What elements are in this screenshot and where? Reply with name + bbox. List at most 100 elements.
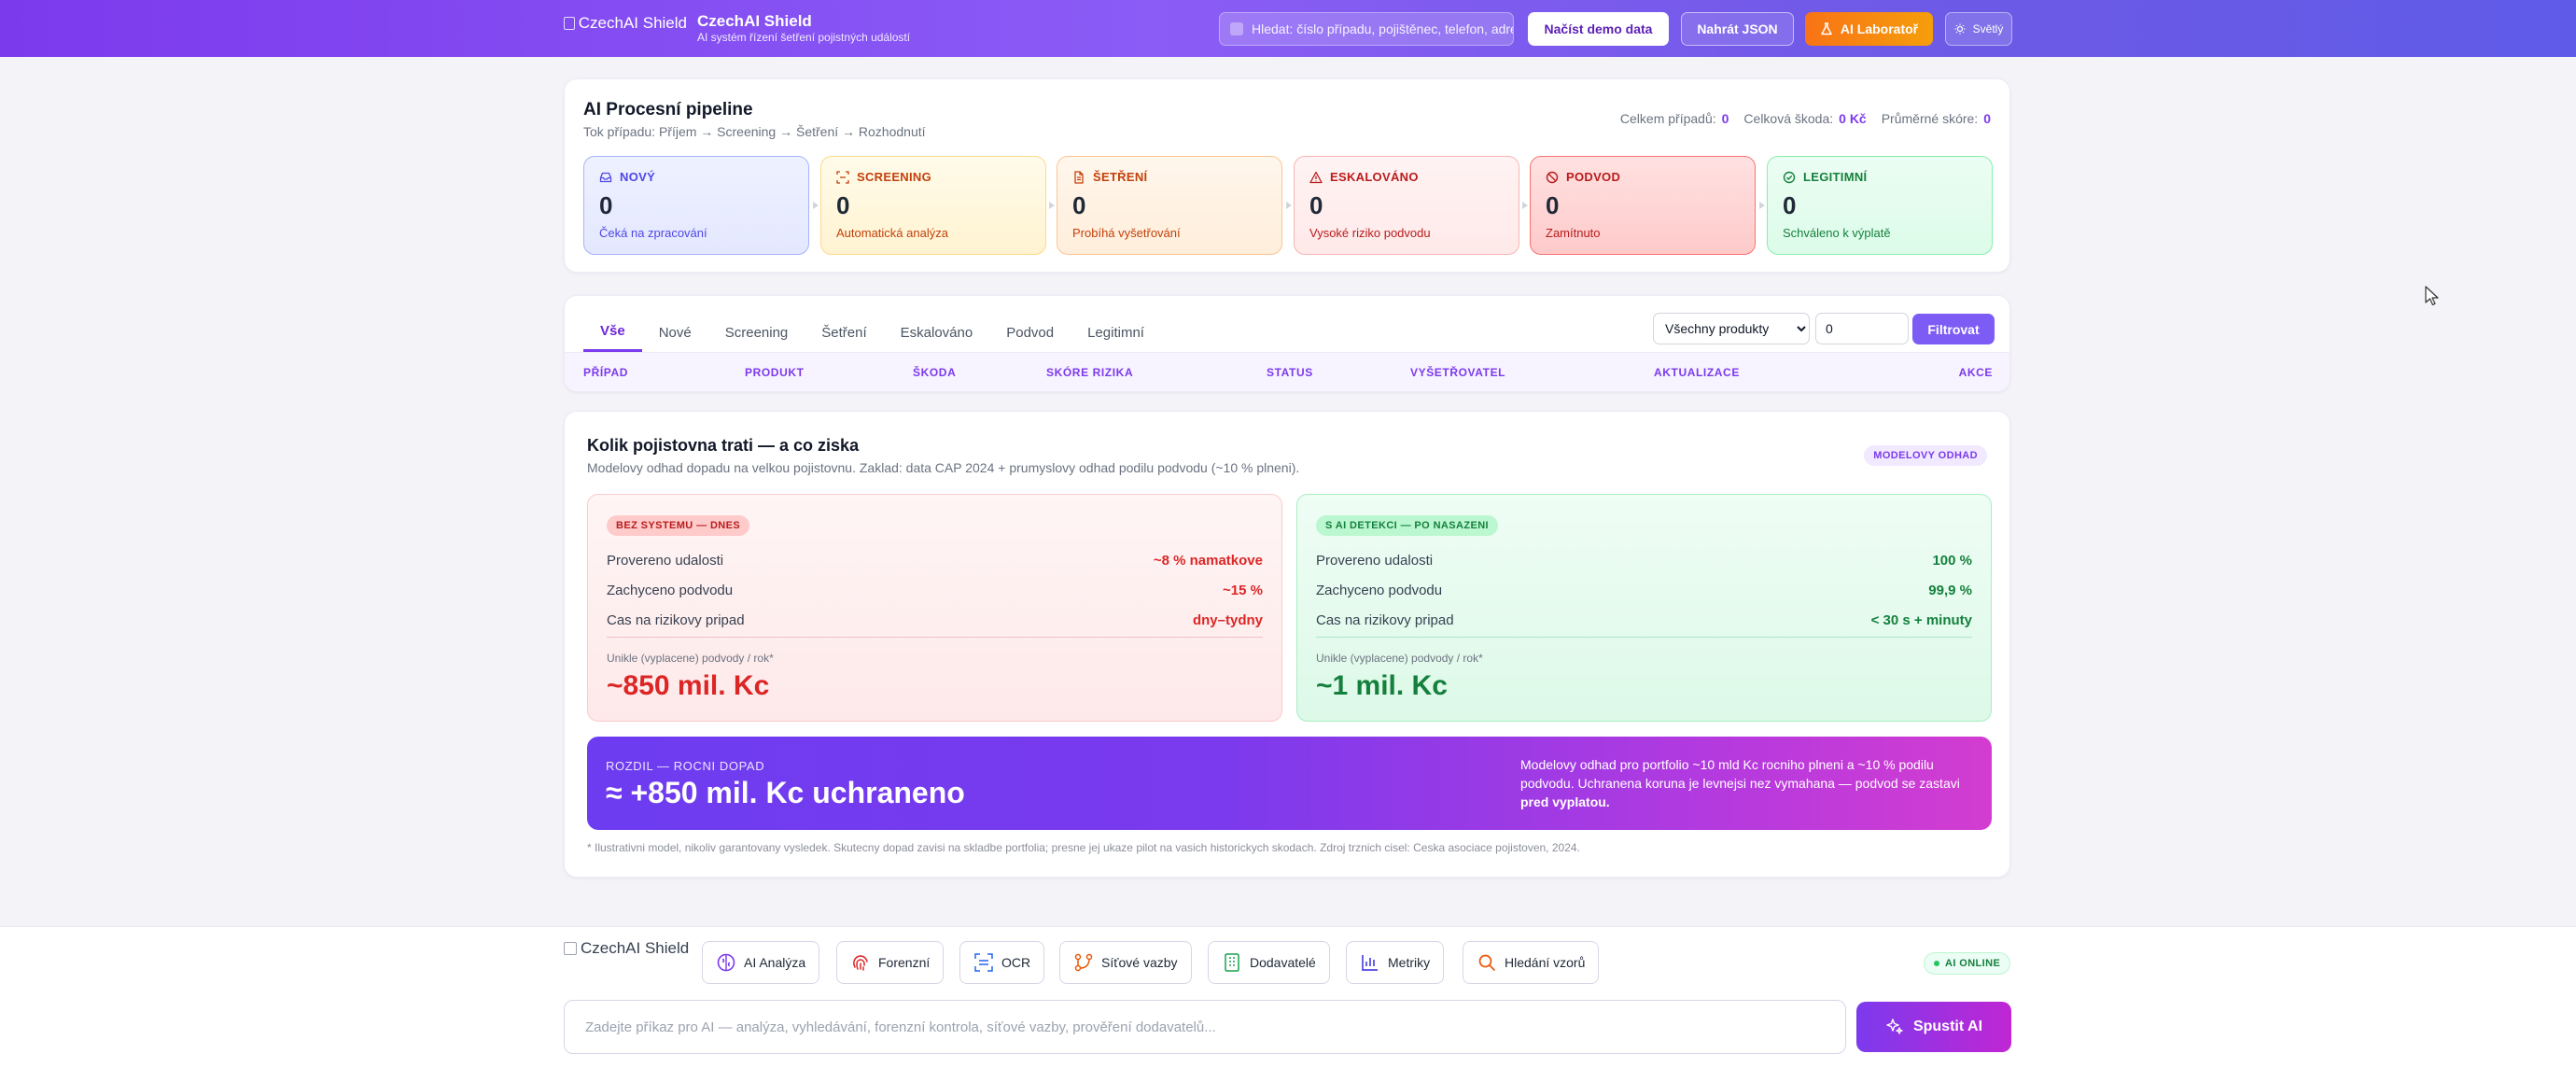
mouse-cursor-icon bbox=[2425, 286, 2439, 306]
upload-json-button[interactable]: Nahrát JSON bbox=[1681, 12, 1794, 46]
leaked-fraud-label: Unikle (vyplacene) podvody / rok* bbox=[1316, 652, 1483, 665]
divider bbox=[607, 637, 1263, 638]
pipeline-flow: Tok případu: Příjem → Screening → Šetřen… bbox=[583, 124, 926, 139]
col-case[interactable]: PŘÍPAD bbox=[583, 366, 629, 379]
ai-command-input[interactable] bbox=[564, 1000, 1846, 1054]
impact-title: Kolik pojistovna trati — a co ziska bbox=[587, 436, 860, 455]
impact-footnote: * Ilustrativni model, nikoliv garantovan… bbox=[587, 841, 1580, 854]
brand-logo-alt: CzechAI Shield bbox=[578, 14, 687, 32]
flask-icon bbox=[1821, 22, 1832, 35]
annual-impact-value: ≈ +850 mil. Kc uchraneno bbox=[606, 776, 965, 809]
pipeline-card: AI Procesní pipeline Tok případu: Příjem… bbox=[564, 78, 2010, 273]
stage-subtitle: Čeká na zpracování bbox=[599, 226, 707, 240]
without-system-panel: BEZ SYSTEMU — DNES Provereno udalosti ~8 … bbox=[587, 494, 1282, 722]
status-dot-icon bbox=[1934, 961, 1939, 966]
tab-screening[interactable]: Screening bbox=[724, 324, 789, 341]
broken-image-icon bbox=[564, 17, 575, 30]
theme-toggle-button[interactable]: Světlý bbox=[1945, 12, 2012, 46]
leaked-fraud-value: ~850 mil. Kc bbox=[607, 670, 770, 701]
with-ai-badge: S AI DETEKCI — PO NASAZENI bbox=[1316, 515, 1499, 536]
tool-forensic[interactable]: Forenzní bbox=[836, 941, 945, 984]
stage-count: 0 bbox=[1783, 191, 1797, 219]
with-ai-panel: S AI DETEKCI — PO NASAZENI Provereno uda… bbox=[1296, 494, 1992, 722]
pipeline-stats: Celkem případů: 0 Celková škoda: 0 Kč Prům… bbox=[1620, 111, 1991, 126]
filter-button[interactable]: Filtrovat bbox=[1912, 314, 1995, 344]
stat-total-damage: Celková škoda: 0 Kč bbox=[1743, 111, 1867, 126]
ai-command-bar: CzechAI Shield AI Analýza Forenzní OCR S… bbox=[0, 926, 2576, 1068]
tab-new[interactable]: Nové bbox=[658, 324, 692, 341]
stage-fraud[interactable]: PODVOD 0 Zamítnuto bbox=[1530, 156, 1756, 255]
broken-image-icon bbox=[564, 942, 577, 955]
col-product[interactable]: PRODUKT bbox=[745, 366, 805, 379]
col-status[interactable]: STATUS bbox=[1267, 366, 1313, 379]
col-investigator[interactable]: VYŠETŘOVATEL bbox=[1410, 366, 1506, 379]
chevron-right-icon bbox=[1522, 202, 1528, 209]
search-input[interactable] bbox=[1252, 21, 1513, 36]
bar-chart-icon bbox=[1362, 955, 1378, 971]
scan-icon bbox=[836, 170, 849, 184]
search-icon bbox=[1478, 954, 1495, 971]
ai-status-badge: AI ONLINE bbox=[1924, 952, 2011, 975]
chevron-right-icon bbox=[1286, 202, 1292, 209]
leaked-fraud-value: ~1 mil. Kc bbox=[1316, 670, 1448, 701]
divider bbox=[565, 352, 2009, 353]
metric-row: Zachyceno podvodu ~15 % bbox=[607, 583, 1263, 598]
stage-screening[interactable]: SCREENING 0 Automatická analýza bbox=[820, 156, 1046, 255]
min-score-input[interactable] bbox=[1815, 313, 1909, 344]
run-ai-button[interactable]: Spustit AI bbox=[1856, 1002, 2011, 1052]
tool-metrics[interactable]: Metriky bbox=[1346, 941, 1445, 984]
tool-ocr[interactable]: OCR bbox=[959, 941, 1045, 984]
stage-count: 0 bbox=[836, 191, 850, 219]
metric-row: Zachyceno podvodu 99,9 % bbox=[1316, 583, 1972, 598]
stage-count: 0 bbox=[1546, 191, 1560, 219]
top-header: CzechAI Shield CzechAI Shield AI systém … bbox=[0, 0, 2576, 57]
theme-label: Světlý bbox=[1972, 22, 2004, 35]
chevron-right-icon bbox=[1049, 202, 1055, 209]
col-risk-score[interactable]: SKÓRE RIZIKA bbox=[1046, 366, 1134, 379]
tab-escalated[interactable]: Eskalováno bbox=[900, 324, 973, 341]
load-demo-button[interactable]: Načíst demo data bbox=[1528, 12, 1669, 46]
product-filter-select[interactable]: Všechny produkty bbox=[1653, 313, 1810, 344]
tool-pattern-search[interactable]: Hledání vzorů bbox=[1463, 941, 1600, 984]
ai-lab-button[interactable]: AI Laboratoř bbox=[1805, 12, 1933, 46]
stage-new[interactable]: NOVÝ 0 Čeká na zpracování bbox=[583, 156, 809, 255]
stage-count: 0 bbox=[1072, 191, 1086, 219]
brain-icon bbox=[717, 953, 735, 972]
tab-fraud[interactable]: Podvod bbox=[1006, 324, 1055, 341]
pipeline-title: AI Procesní pipeline bbox=[583, 100, 753, 119]
stage-investigation[interactable]: ŠETŘENÍ 0 Probíhá vyšetřování bbox=[1057, 156, 1282, 255]
stage-subtitle: Vysoké riziko podvodu bbox=[1309, 226, 1431, 240]
metric-row: Provereno udalosti ~8 % namatkove bbox=[607, 553, 1263, 569]
warning-icon bbox=[1309, 171, 1323, 183]
chevron-right-icon bbox=[813, 202, 819, 209]
fingerprint-icon bbox=[853, 955, 868, 971]
tab-all[interactable]: Vše bbox=[583, 313, 642, 352]
metric-row: Provereno udalosti 100 % bbox=[1316, 553, 1972, 569]
col-actions: AKCE bbox=[1958, 366, 1993, 379]
tab-investigation[interactable]: Šetření bbox=[821, 324, 867, 341]
annual-impact-banner: ROZDIL — ROCNI DOPAD ≈ +850 mil. Kc uchr… bbox=[587, 737, 1992, 830]
impact-card: Kolik pojistovna trati — a co ziska Mode… bbox=[564, 411, 2010, 878]
stage-subtitle: Schváleno k výplatě bbox=[1783, 226, 1891, 240]
building-icon bbox=[1225, 953, 1239, 972]
stat-total-cases: Celkem případů: 0 bbox=[1619, 111, 1729, 126]
document-icon bbox=[1074, 170, 1084, 184]
stage-escalated[interactable]: ESKALOVÁNO 0 Vysoké riziko podvodu bbox=[1294, 156, 1519, 255]
col-updated[interactable]: AKTUALIZACE bbox=[1654, 366, 1740, 379]
status-tabs: Vše Nové Screening Šetření Eskalováno Po… bbox=[583, 313, 1161, 352]
tool-suppliers[interactable]: Dodavatelé bbox=[1208, 941, 1330, 984]
inbox-icon bbox=[599, 172, 612, 182]
app-tagline: AI systém řízení šetření pojistných udál… bbox=[697, 31, 911, 44]
stage-legitimate[interactable]: LEGITIMNÍ 0 Schváleno k výplatě bbox=[1767, 156, 1993, 255]
app-name: CzechAI Shield bbox=[697, 12, 812, 30]
ban-icon bbox=[1546, 171, 1559, 183]
stage-count: 0 bbox=[1309, 191, 1323, 219]
col-damage[interactable]: ŠKODA bbox=[913, 366, 957, 379]
tab-legitimate[interactable]: Legitimní bbox=[1087, 324, 1144, 341]
tool-network-links[interactable]: Síťové vazby bbox=[1059, 941, 1192, 984]
table-header: PŘÍPAD PRODUKT ŠKODA SKÓRE RIZIKA STATUS… bbox=[565, 353, 2009, 391]
annual-impact-note: Modelovy odhad pro portfolio ~10 mld Kc … bbox=[1520, 757, 1960, 809]
metric-row: Cas na rizikovy pripad dny–tydny bbox=[607, 612, 1263, 628]
tool-ai-analysis[interactable]: AI Analýza bbox=[702, 941, 820, 984]
global-search[interactable] bbox=[1219, 12, 1514, 46]
